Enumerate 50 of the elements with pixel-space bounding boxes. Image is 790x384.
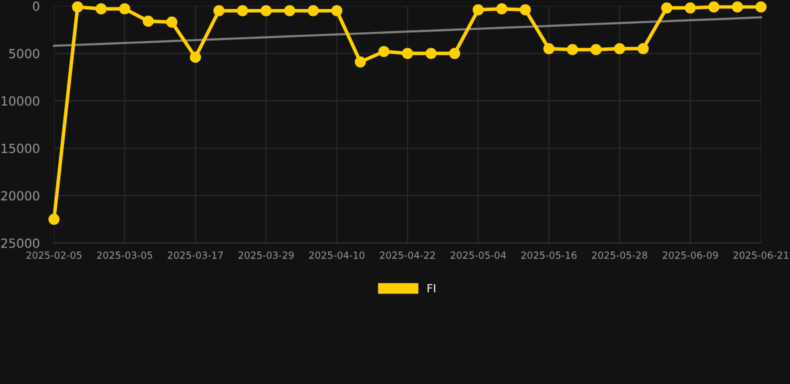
point bbox=[638, 43, 649, 54]
point bbox=[119, 3, 130, 14]
point bbox=[520, 4, 531, 16]
point bbox=[566, 44, 578, 56]
y-tick-label: 5000 bbox=[9, 48, 40, 58]
point bbox=[331, 5, 342, 16]
x-tick-label: 2025-03-17 bbox=[168, 252, 223, 259]
x-tick-label: 2025-04-22 bbox=[380, 252, 435, 259]
line-series bbox=[52, 16, 762, 47]
point bbox=[614, 43, 626, 54]
y-tick-label: 15000 bbox=[2, 144, 40, 154]
x-tick-label: 2025-04-10 bbox=[309, 252, 364, 259]
x-tick-label: 2025-02-05 bbox=[26, 252, 82, 259]
point bbox=[260, 5, 272, 16]
y-tick-label: 25000 bbox=[1, 238, 40, 248]
point bbox=[732, 1, 743, 13]
point bbox=[543, 43, 554, 54]
point bbox=[166, 16, 178, 28]
point bbox=[96, 3, 107, 14]
point bbox=[426, 48, 437, 59]
x-tick-label: 2025-06-09 bbox=[662, 252, 718, 259]
point bbox=[708, 1, 720, 13]
x-tick-label: 2025-03-05 bbox=[97, 252, 152, 259]
point bbox=[308, 5, 319, 16]
point bbox=[284, 5, 296, 16]
point bbox=[72, 1, 84, 13]
point bbox=[661, 2, 672, 14]
point bbox=[378, 46, 390, 58]
x-tick-label: 2025-05-16 bbox=[521, 252, 577, 259]
point bbox=[190, 52, 201, 63]
x-tick-label: 2025-05-04 bbox=[450, 252, 506, 259]
point bbox=[755, 1, 767, 13]
point bbox=[142, 16, 154, 27]
point bbox=[354, 56, 366, 68]
point bbox=[402, 48, 414, 59]
y-tick-label: 10000 bbox=[2, 96, 40, 106]
point bbox=[48, 214, 60, 225]
y-tick-label: 20000 bbox=[1, 191, 40, 201]
x-tick-label: 2025-05-28 bbox=[592, 252, 648, 259]
point bbox=[472, 4, 484, 16]
point bbox=[213, 5, 225, 16]
point bbox=[590, 44, 602, 56]
y-tick-label: 0 bbox=[32, 1, 40, 11]
legend-label: FI bbox=[428, 284, 436, 292]
point bbox=[684, 2, 696, 14]
point bbox=[496, 3, 508, 14]
x-tick-label: 2025-06-21 bbox=[733, 252, 788, 259]
point bbox=[236, 5, 248, 16]
point bbox=[449, 48, 460, 59]
x-tick-label: 2025-03-29 bbox=[238, 252, 294, 259]
